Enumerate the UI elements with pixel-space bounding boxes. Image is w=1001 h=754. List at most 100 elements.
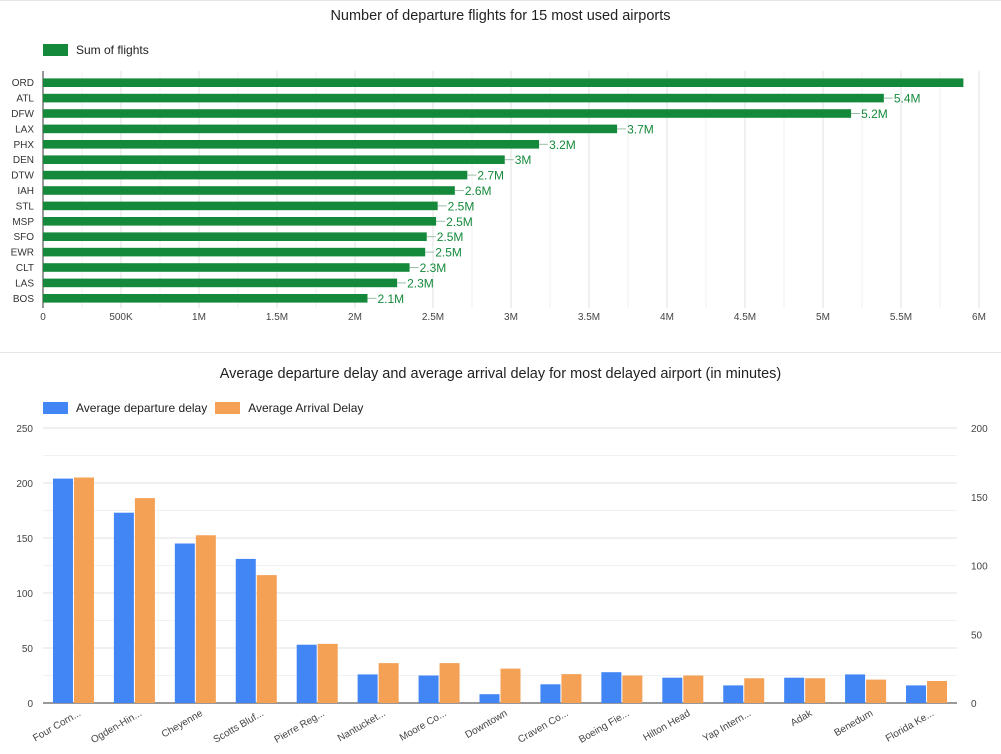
data-label: 2.5M xyxy=(435,246,462,260)
x-tick-label: 3.5M xyxy=(578,312,600,323)
bar-arrival-delay[interactable] xyxy=(317,643,338,703)
bar-departure-delay[interactable] xyxy=(174,543,195,704)
bar[interactable] xyxy=(43,217,437,226)
bar-departure-delay[interactable] xyxy=(540,684,561,703)
y-left-tick-label: 150 xyxy=(16,534,33,545)
bar-arrival-delay[interactable] xyxy=(500,668,521,703)
bar-arrival-delay[interactable] xyxy=(744,678,765,703)
bar-arrival-delay[interactable] xyxy=(439,663,460,703)
bar[interactable] xyxy=(43,78,964,87)
bar[interactable] xyxy=(43,263,410,272)
bar-departure-delay[interactable] xyxy=(723,685,744,703)
x-tick-label: Cheyenne xyxy=(160,708,205,741)
y-right-tick-label: 50 xyxy=(971,630,983,641)
bar-departure-delay[interactable] xyxy=(418,675,439,704)
bar[interactable] xyxy=(43,201,438,211)
legend-label: Sum of flights xyxy=(76,43,149,57)
y-right-tick-label: 0 xyxy=(971,699,977,710)
bar-arrival-delay[interactable] xyxy=(134,498,155,703)
y-tick-label: ORD xyxy=(12,78,34,89)
bar[interactable] xyxy=(43,247,426,257)
bar[interactable] xyxy=(43,170,468,180)
bar-arrival-delay[interactable] xyxy=(73,477,94,704)
y-tick-label: IAH xyxy=(17,186,34,197)
bar[interactable] xyxy=(43,278,398,288)
y-tick-label: PHX xyxy=(13,140,34,151)
x-tick-label: 1.5M xyxy=(266,312,288,323)
x-tick-label: 3M xyxy=(504,312,518,323)
bar-arrival-delay[interactable] xyxy=(378,663,399,703)
bar[interactable] xyxy=(43,232,427,241)
bar[interactable] xyxy=(43,155,505,164)
bar[interactable] xyxy=(43,124,618,134)
x-tick-label: Scotts Bluf... xyxy=(212,708,266,746)
data-label: 5.2M xyxy=(861,107,888,121)
y-left-tick-label: 50 xyxy=(22,644,34,655)
flights-bar-chart: 0 500K 1M 1.5M 2M 2.5M 3M 3.5M 4M 4.5M 5M 5.5M 6M ORD… xyxy=(11,71,986,323)
data-label: 2.5M xyxy=(437,230,464,244)
bar-arrival-delay[interactable] xyxy=(927,681,948,703)
legend-swatch xyxy=(215,402,241,414)
y-tick-label: ATL xyxy=(16,94,34,105)
y-tick-label: LAX xyxy=(15,124,34,135)
bar-arrival-delay[interactable] xyxy=(195,535,216,703)
y-left-tick-label: 200 xyxy=(16,479,33,490)
bar-departure-delay[interactable] xyxy=(357,674,378,703)
x-tick-label: 0 xyxy=(40,312,46,323)
y-left-tick-label: 100 xyxy=(16,589,33,600)
y-tick-label: MSP xyxy=(12,217,34,228)
x-tick-label: Yap Intern... xyxy=(701,708,753,744)
legend-swatch xyxy=(43,402,68,414)
bar-arrival-delay[interactable] xyxy=(683,675,704,704)
legend[interactable]: Sum of flights xyxy=(43,43,157,57)
x-tick-label: 5M xyxy=(816,312,830,323)
data-label: 2.7M xyxy=(477,169,504,183)
bar-departure-delay[interactable] xyxy=(113,512,134,703)
x-tick-label: Adak xyxy=(789,708,815,729)
x-tick-label: Benedum xyxy=(833,708,876,739)
x-tick-label: 6M xyxy=(972,312,986,323)
bar[interactable] xyxy=(43,109,852,118)
x-tick-label: Four Corn... xyxy=(31,708,83,744)
bar-departure-delay[interactable] xyxy=(601,672,622,703)
legend-item-departure-delay[interactable]: Average departure delay xyxy=(43,401,207,415)
bar[interactable] xyxy=(43,186,455,195)
legend-item-arrival-delay[interactable]: Average Arrival Delay xyxy=(215,401,363,415)
x-tick-label: 4.5M xyxy=(734,312,756,323)
legend-item-sum-of-flights[interactable]: Sum of flights xyxy=(43,43,149,57)
y-tick-label: CLT xyxy=(16,263,34,274)
bar[interactable] xyxy=(43,93,884,103)
x-tick-label: Moore Co... xyxy=(398,708,449,744)
bar-arrival-delay[interactable] xyxy=(561,674,582,703)
data-label: 2.6M xyxy=(465,184,492,198)
bar-departure-delay[interactable] xyxy=(906,685,927,703)
y-right-tick-label: 100 xyxy=(971,562,988,573)
bar-departure-delay[interactable] xyxy=(784,677,805,703)
bar-arrival-delay[interactable] xyxy=(256,575,277,703)
bar-departure-delay[interactable] xyxy=(479,694,500,703)
data-label: 3M xyxy=(515,153,532,167)
x-tick-label: Pierre Reg... xyxy=(273,708,327,746)
chart-title: Number of departure flights for 15 most … xyxy=(330,8,671,24)
bar-departure-delay[interactable] xyxy=(845,674,866,703)
bar-departure-delay[interactable] xyxy=(296,644,317,703)
bar[interactable] xyxy=(43,294,368,303)
x-tick-label: Florida Ke... xyxy=(884,708,936,744)
x-tick-label: 2M xyxy=(348,312,362,323)
bar-departure-delay[interactable] xyxy=(235,558,256,703)
x-tick-label: 4M xyxy=(660,312,674,323)
x-tick-label: 500K xyxy=(109,312,133,323)
legend[interactable]: Average departure delay Average Arrival … xyxy=(43,401,371,415)
bar-departure-delay[interactable] xyxy=(662,677,683,703)
y-tick-label: SFO xyxy=(13,232,34,243)
delay-bar-chart: 0 50 100 150 200 250 0 50 100 150 200 Four Corn... O… xyxy=(16,424,988,746)
bar-departure-delay[interactable] xyxy=(52,478,73,703)
bar-arrival-delay[interactable] xyxy=(866,679,887,703)
data-label: 3.2M xyxy=(549,138,576,152)
data-label: 2.3M xyxy=(407,276,434,290)
y-tick-label: DFW xyxy=(11,109,34,120)
bar-arrival-delay[interactable] xyxy=(805,678,826,703)
bar[interactable] xyxy=(43,140,540,149)
bar-arrival-delay[interactable] xyxy=(622,675,643,704)
chart-title: Average departure delay and average arri… xyxy=(219,366,782,382)
